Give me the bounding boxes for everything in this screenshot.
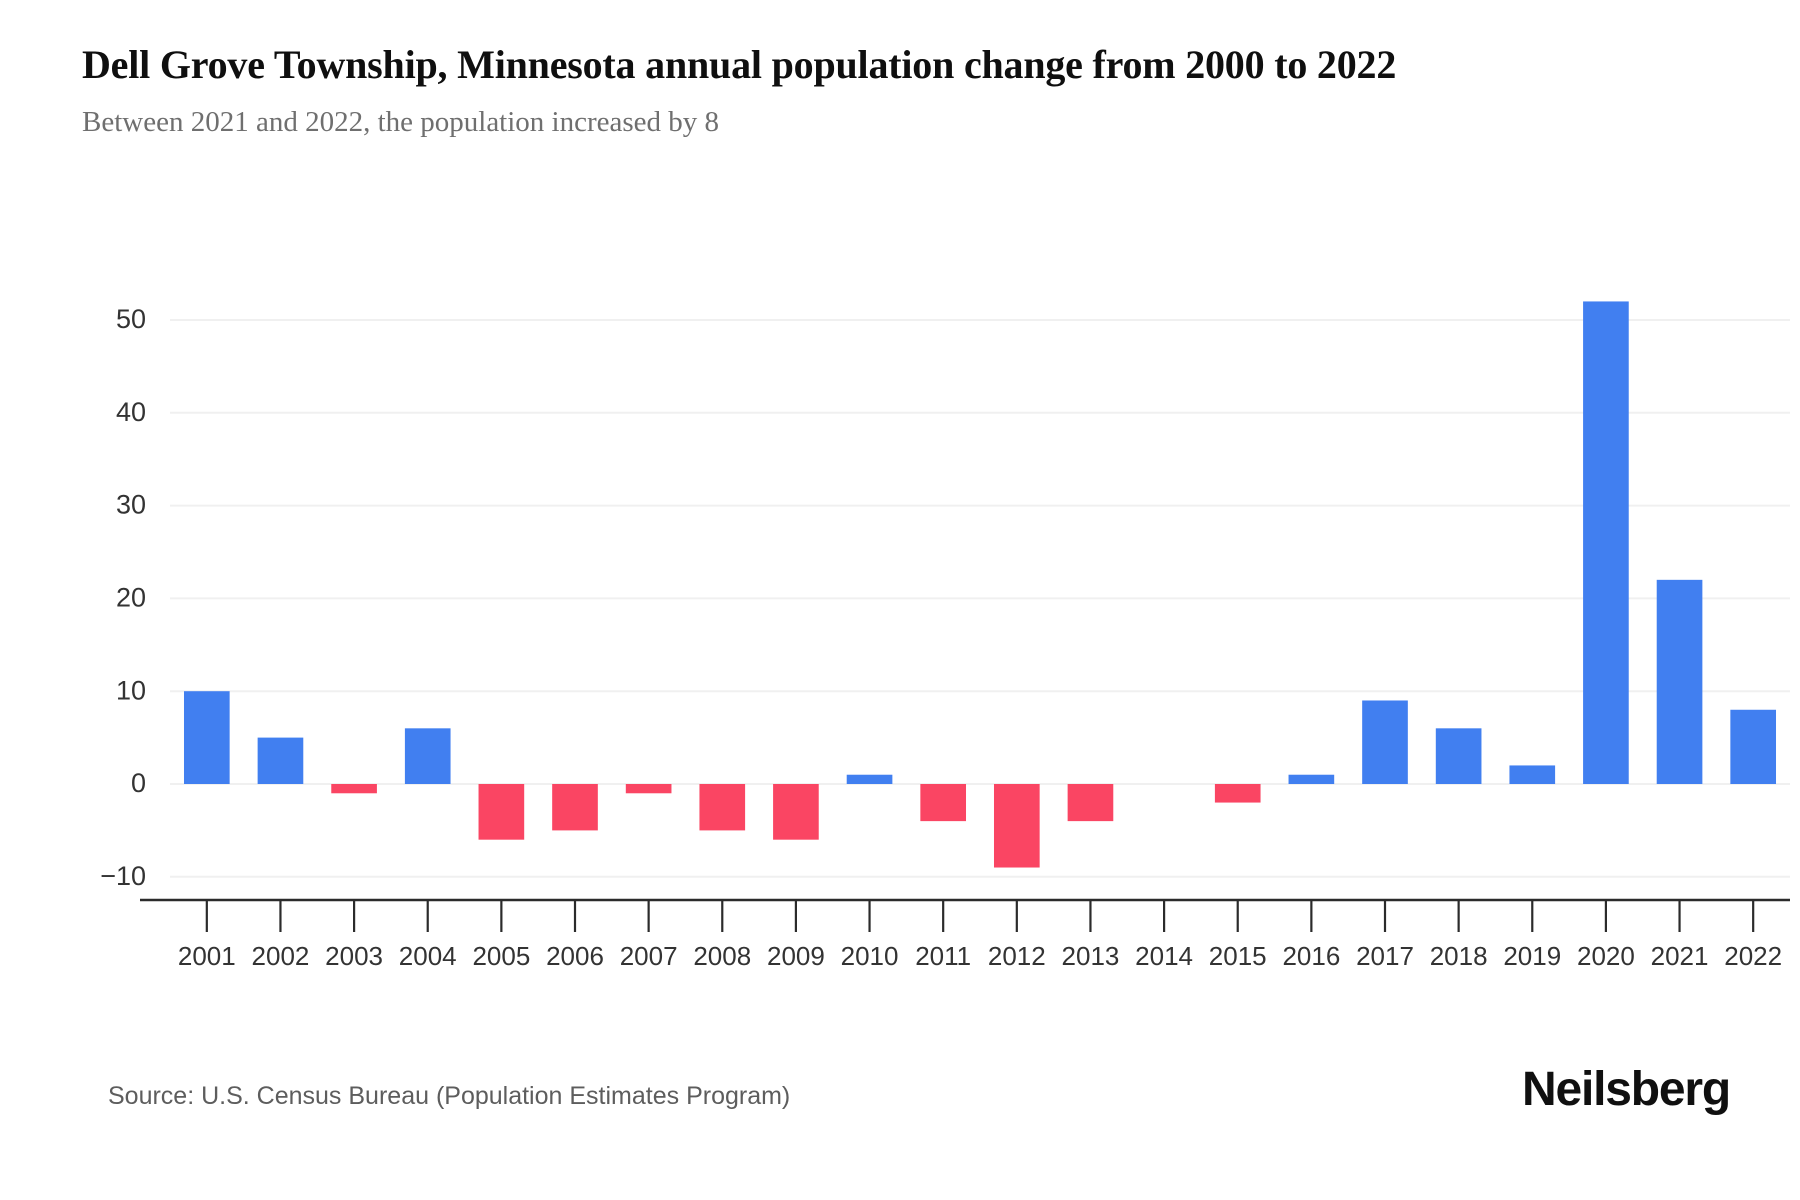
bar-2004[interactable] xyxy=(404,728,451,784)
x-axis-tick-label: 2010 xyxy=(841,941,899,971)
y-axis-tick-label: 20 xyxy=(116,583,146,613)
x-axis-tick-label: 2011 xyxy=(915,941,971,971)
bars-group xyxy=(183,301,1777,868)
x-axis-tick-label: 2015 xyxy=(1209,941,1267,971)
bar-2019[interactable] xyxy=(1509,765,1556,784)
page-title: Dell Grove Township, Minnesota annual po… xyxy=(82,42,1397,87)
x-axis-labels: 2001 2002 2003 2004 2005 2006 2007 2008 2009 2010… xyxy=(178,941,1782,971)
bar-2010[interactable] xyxy=(846,774,893,784)
x-axis-tick-label: 2016 xyxy=(1282,941,1340,971)
bar-2007[interactable] xyxy=(625,784,672,794)
y-axis-tick-label: 50 xyxy=(116,304,146,334)
bar-2013[interactable] xyxy=(1067,784,1114,822)
x-axis-tick-label: 2004 xyxy=(399,941,457,971)
y-axis-tick-label: −10 xyxy=(100,861,146,891)
bar-2011[interactable] xyxy=(920,784,967,822)
y-axis-tick-label: 30 xyxy=(116,490,146,520)
source-note: Source: U.S. Census Bureau (Population E… xyxy=(108,1082,791,1110)
x-axis-tick-label: 2020 xyxy=(1577,941,1635,971)
bar-2018[interactable] xyxy=(1435,728,1482,784)
bar-2015[interactable] xyxy=(1214,784,1261,803)
chart-header: Dell Grove Township, Minnesota annual po… xyxy=(82,42,1800,139)
y-axis-tick-label: 10 xyxy=(116,675,146,705)
bar-2005[interactable] xyxy=(478,784,525,840)
brand-logo: Neilsberg xyxy=(1522,1063,1731,1116)
bar-2002[interactable] xyxy=(257,737,304,784)
bar-2012[interactable] xyxy=(993,784,1040,868)
x-axis-tick-label: 2003 xyxy=(325,941,383,971)
x-axis-tick-label: 2002 xyxy=(252,941,310,971)
x-axis-tick-label: 2018 xyxy=(1430,941,1488,971)
bar-2020[interactable] xyxy=(1583,301,1629,784)
x-axis-tick-label: 2014 xyxy=(1135,941,1193,971)
x-axis-tick-label: 2009 xyxy=(767,941,825,971)
bar-2009[interactable] xyxy=(773,784,819,840)
x-axis-tick-label: 2012 xyxy=(988,941,1046,971)
bar-2006[interactable] xyxy=(552,784,598,831)
x-axis-tick-label: 2008 xyxy=(693,941,751,971)
bar-2001[interactable] xyxy=(183,691,230,784)
x-axis-tick-label: 2013 xyxy=(1062,941,1120,971)
bar-2003[interactable] xyxy=(331,784,377,794)
x-axis-tick-label: 2005 xyxy=(472,941,530,971)
y-axis-tick-label: 0 xyxy=(131,768,146,798)
grid-group xyxy=(170,319,1790,878)
x-axis-tick-label: 2019 xyxy=(1503,941,1561,971)
x-axis-tick-label: 2001 xyxy=(178,941,236,971)
bar-2017[interactable] xyxy=(1362,700,1408,784)
y-axis-tick-label: 40 xyxy=(116,397,146,427)
x-axis-tick-label: 2021 xyxy=(1651,941,1709,971)
bar-2021[interactable] xyxy=(1656,579,1703,784)
bar-2022[interactable] xyxy=(1730,709,1777,784)
bar-2008[interactable] xyxy=(699,784,746,831)
y-axis-labels: −10 0 10 20 30 40 50 xyxy=(100,304,146,891)
x-axis-tick-label: 2022 xyxy=(1724,941,1782,971)
bar-2016[interactable] xyxy=(1288,774,1335,784)
x-axis-tick-label: 2007 xyxy=(620,941,678,971)
x-axis-tick-label: 2017 xyxy=(1356,941,1414,971)
chart-subtitle: Between 2021 and 2022, the population in… xyxy=(82,106,720,138)
x-axis-group xyxy=(140,898,1790,932)
x-axis-tick-label: 2006 xyxy=(546,941,604,971)
